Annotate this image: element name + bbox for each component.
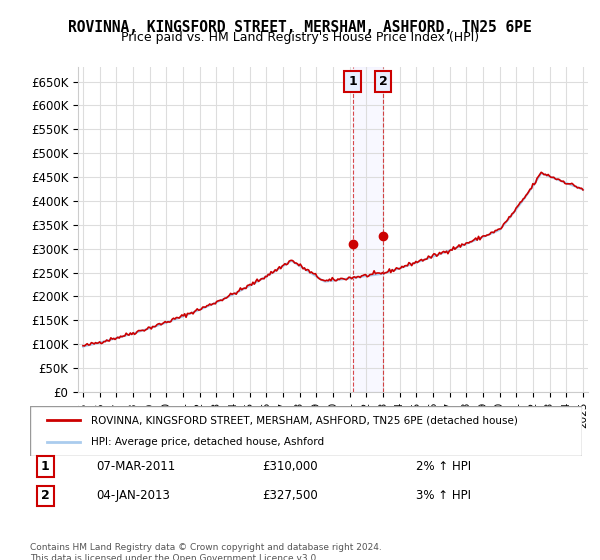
Text: 2: 2 — [379, 75, 388, 88]
Text: Price paid vs. HM Land Registry's House Price Index (HPI): Price paid vs. HM Land Registry's House … — [121, 31, 479, 44]
FancyBboxPatch shape — [30, 406, 582, 456]
Text: ROVINNA, KINGSFORD STREET, MERSHAM, ASHFORD, TN25 6PE: ROVINNA, KINGSFORD STREET, MERSHAM, ASHF… — [68, 20, 532, 35]
Text: 1: 1 — [41, 460, 50, 473]
Text: 04-JAN-2013: 04-JAN-2013 — [96, 489, 170, 502]
Bar — [353, 67, 383, 392]
Text: £327,500: £327,500 — [262, 489, 317, 502]
Text: 3% ↑ HPI: 3% ↑ HPI — [416, 489, 472, 502]
Text: ROVINNA, KINGSFORD STREET, MERSHAM, ASHFORD, TN25 6PE (detached house): ROVINNA, KINGSFORD STREET, MERSHAM, ASHF… — [91, 415, 518, 425]
Text: 07-MAR-2011: 07-MAR-2011 — [96, 460, 175, 473]
Text: HPI: Average price, detached house, Ashford: HPI: Average price, detached house, Ashf… — [91, 437, 324, 447]
Text: 2% ↑ HPI: 2% ↑ HPI — [416, 460, 472, 473]
Text: 1: 1 — [348, 75, 357, 88]
Text: Contains HM Land Registry data © Crown copyright and database right 2024.
This d: Contains HM Land Registry data © Crown c… — [30, 543, 382, 560]
Text: £310,000: £310,000 — [262, 460, 317, 473]
Text: 2: 2 — [41, 489, 50, 502]
